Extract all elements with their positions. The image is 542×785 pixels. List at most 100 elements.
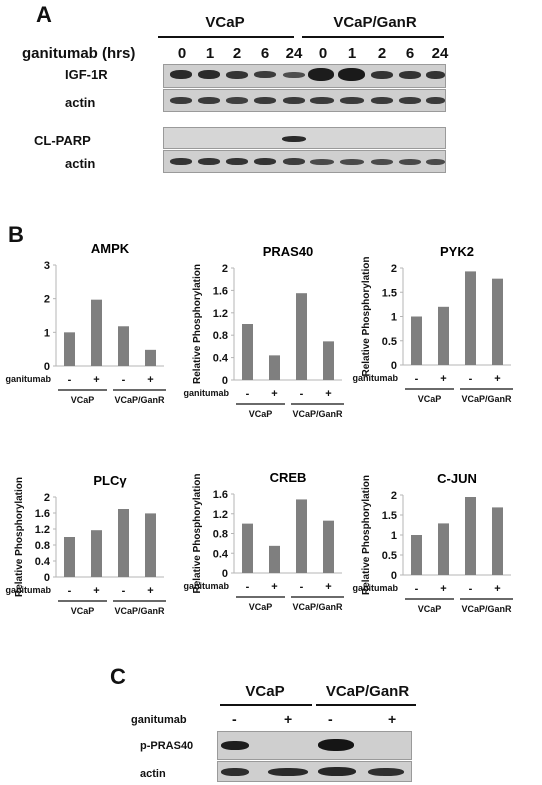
panel-a-letter: A <box>36 2 52 27</box>
lane-label: 0 <box>318 45 328 62</box>
y-tick-label: 1.2 <box>35 524 50 536</box>
panel-c-sign: + <box>284 711 293 727</box>
panel-a-group-ganr: VCaP/GanR <box>333 14 417 31</box>
blot-band <box>318 739 354 751</box>
blot-band <box>283 72 305 78</box>
bar <box>118 326 129 366</box>
bar <box>492 507 503 575</box>
bar <box>269 545 280 573</box>
chart-title: PLCγ <box>93 473 127 488</box>
panel-c-sign: - <box>232 711 237 727</box>
y-tick-label: 1.2 <box>213 308 228 320</box>
blot-band <box>310 159 334 165</box>
panel-a-group-vcap-line <box>158 36 294 38</box>
blot-band <box>371 97 393 104</box>
bar <box>269 355 280 380</box>
blot-actin-2 <box>163 150 446 173</box>
panel-c-sign: + <box>388 711 397 727</box>
lane-label: 24 <box>285 45 303 62</box>
treatment-sign: - <box>246 581 250 593</box>
treatment-sign: - <box>415 583 419 595</box>
panel-c-group-ganr-line <box>316 704 416 706</box>
y-tick-label: 2 <box>44 492 50 504</box>
blot-igf1r <box>163 64 446 88</box>
chart-title: CREB <box>270 470 307 485</box>
treatment-sign: + <box>147 585 153 597</box>
treatment-label: ganitumab <box>5 585 51 595</box>
treatment-sign: + <box>271 388 277 400</box>
y-tick-label: 0.8 <box>213 529 228 541</box>
blot-band <box>170 70 192 79</box>
y-tick-label: 0.4 <box>213 548 229 560</box>
treatment-sign: + <box>325 388 331 400</box>
bar <box>438 523 449 575</box>
lane-label: 1 <box>205 45 215 62</box>
blot-band <box>226 158 248 165</box>
y-tick-label: 1 <box>391 312 397 324</box>
y-tick-label: 2 <box>391 490 397 502</box>
treatment-sign: - <box>415 373 419 385</box>
panel-c-group-vcap-line <box>220 704 312 706</box>
group-label: VCaP/GanR <box>461 394 512 404</box>
panel-c-treatment-label: ganitumab <box>131 714 187 726</box>
treatment-sign: + <box>93 374 99 386</box>
y-axis-label: Relative Phosphorylation <box>192 264 203 384</box>
blot-row-label: actin <box>65 95 96 110</box>
blot-band <box>368 768 404 776</box>
bar <box>411 535 422 575</box>
treatment-sign: + <box>440 373 446 385</box>
y-tick-label: 2 <box>44 294 50 306</box>
blot-band <box>226 71 248 79</box>
bar <box>296 499 307 573</box>
treatment-sign: + <box>93 585 99 597</box>
bar <box>91 299 102 366</box>
y-tick-label: 0 <box>222 568 228 580</box>
bar <box>296 293 307 380</box>
treatment-sign: - <box>122 374 126 386</box>
treatment-label: ganitumab <box>183 388 229 398</box>
blot-band <box>221 741 249 750</box>
lane-label: 0 <box>177 45 187 62</box>
bar <box>91 530 102 577</box>
blot-band <box>399 159 421 165</box>
panel-c-group-vcap: VCaP <box>245 683 285 700</box>
y-tick-label: 0.8 <box>213 330 228 342</box>
y-tick-label: 0.8 <box>35 540 50 552</box>
bar <box>438 306 449 365</box>
group-label: VCaP <box>418 604 442 614</box>
bar <box>465 271 476 365</box>
treatment-sign: + <box>494 583 500 595</box>
y-tick-label: 0 <box>222 375 228 387</box>
y-axis-label: Relative Phosphorylation <box>361 256 372 376</box>
blot-row-label: CL-PARP <box>34 133 91 148</box>
group-label: VCaP <box>71 606 95 616</box>
y-tick-label: 1.5 <box>382 287 397 299</box>
y-tick-label: 2 <box>391 263 397 275</box>
lane-label: 2 <box>232 45 242 62</box>
y-tick-label: 0 <box>391 360 397 372</box>
blot-band <box>170 158 192 165</box>
blot-p-pras40 <box>217 731 412 760</box>
blot-actin-c <box>217 761 412 782</box>
bar <box>465 497 476 575</box>
bar <box>242 523 253 573</box>
y-tick-label: 1.6 <box>35 508 50 520</box>
bar <box>145 349 156 366</box>
y-tick-label: 0.5 <box>382 336 397 348</box>
panel-c-letter: C <box>110 664 126 689</box>
lane-label: 2 <box>377 45 387 62</box>
lane-label: 1 <box>347 45 357 62</box>
blot-band <box>283 158 305 165</box>
chart-title: PRAS40 <box>263 244 314 259</box>
bar <box>323 341 334 380</box>
blot-band <box>282 136 306 142</box>
blot-band <box>426 97 445 104</box>
group-label: VCaP <box>71 395 95 405</box>
blot-band <box>371 159 393 165</box>
treatment-sign: - <box>68 374 72 386</box>
treatment-sign: + <box>271 581 277 593</box>
treatment-sign: - <box>469 373 473 385</box>
treatment-sign: + <box>494 373 500 385</box>
blot-cl-parp <box>163 127 446 149</box>
panel-a-treatment-label: ganitumab (hrs) <box>22 45 136 62</box>
